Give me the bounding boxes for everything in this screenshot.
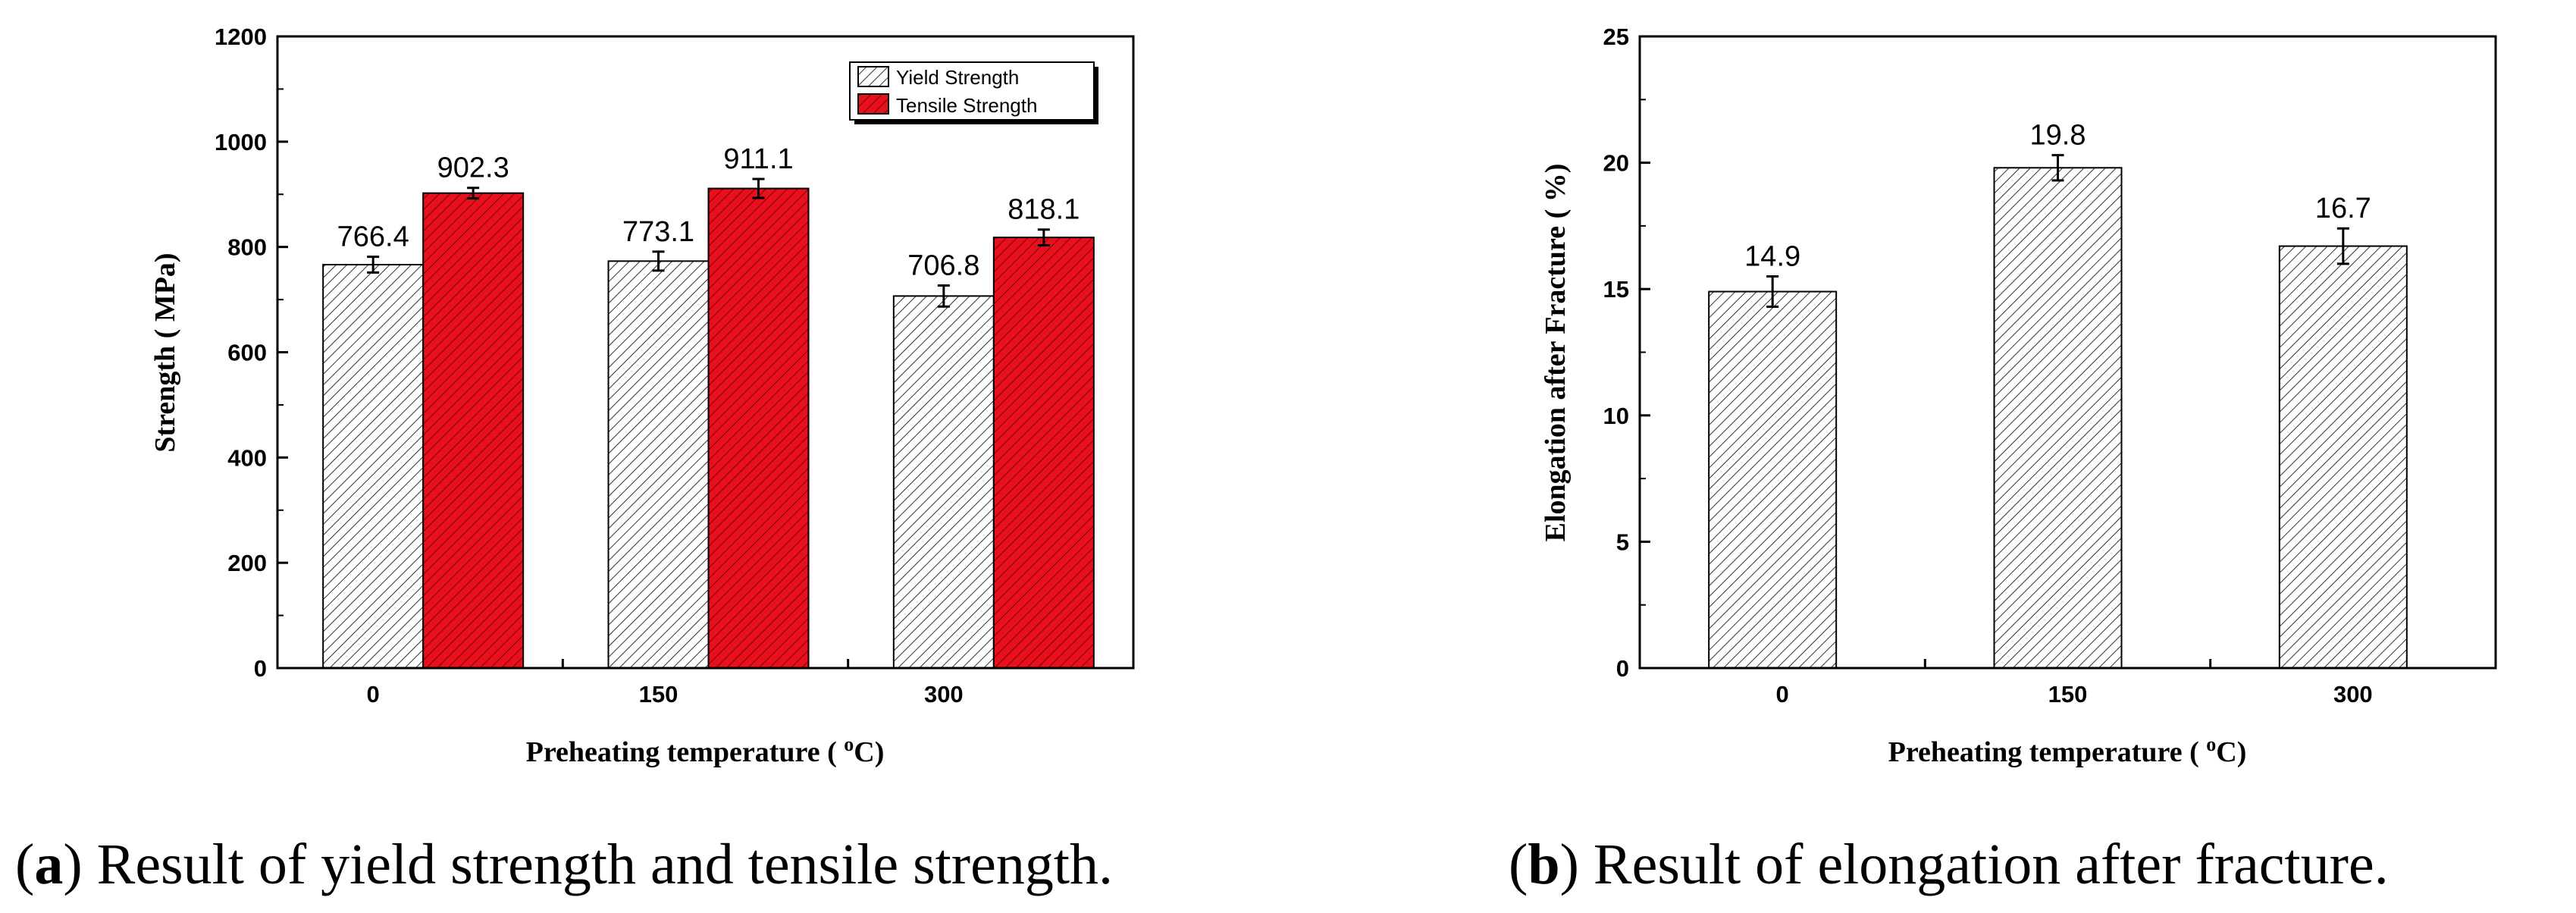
chart-a: 766.4 902.3 773.1 911.1 706.8 818.1 0 200 400 60… <box>149 24 1135 768</box>
x-tick-label: 0 <box>1776 681 1789 707</box>
x-tick-label: 300 <box>2333 681 2373 707</box>
caption-b-letter: b <box>1528 833 1559 896</box>
chart-b-x-axis-label: Preheating temperature ( oC) <box>1888 733 2247 768</box>
y-tick-label: 20 <box>1603 150 1629 177</box>
x-tick-label: 150 <box>2048 681 2088 707</box>
bar <box>607 260 710 670</box>
chart-a-marks: 766.4 902.3 773.1 911.1 706.8 818.1 <box>322 143 1095 670</box>
chart-a-x-axis-label: Preheating temperature ( oC) <box>526 733 885 768</box>
caption-a-letter: a <box>34 833 63 896</box>
y-tick-label: 0 <box>254 655 267 682</box>
y-tick-label: 400 <box>227 444 267 471</box>
data-label: 14.9 <box>1744 241 1800 273</box>
bar <box>422 192 525 669</box>
x-tick-label: 300 <box>924 681 964 707</box>
legend-box <box>849 61 1095 121</box>
bar <box>992 237 1095 670</box>
chart-b-axes: 0 5 10 15 20 25 0 150 300 <box>1603 24 2373 707</box>
y-tick-label: 1000 <box>215 129 267 155</box>
bar <box>1708 290 1838 669</box>
data-label: 706.8 <box>907 249 979 281</box>
legend-swatch-tensile <box>857 93 889 115</box>
y-tick-label: 1200 <box>215 24 267 50</box>
data-label: 16.7 <box>2315 193 2371 224</box>
bar <box>707 187 810 670</box>
caption-a: (a) Result of yield strength and tensile… <box>15 833 1113 896</box>
caption-b: (b) Result of elongation after fracture. <box>1509 833 2389 896</box>
chart-a-axes: 0 200 400 600 800 1000 1200 0 150 300 <box>215 24 964 707</box>
chart-b: 14.9 19.8 16.7 0 5 10 15 20 25 0 150 300 Preheatin… <box>1540 24 2497 768</box>
y-tick-label: 25 <box>1603 24 1629 50</box>
data-label: 19.8 <box>2030 120 2086 152</box>
bar <box>892 295 995 669</box>
legend-swatch-yield <box>857 66 889 87</box>
chart-b-marks: 14.9 19.8 16.7 <box>1708 120 2408 670</box>
chart-b-y-axis-label: Elongation after Fracture ( %) <box>1540 164 1572 542</box>
x-tick-label: 150 <box>639 681 678 707</box>
y-tick-label: 200 <box>227 550 267 576</box>
y-tick-label: 10 <box>1603 403 1629 429</box>
caption-a-text: Result of yield strength and tensile str… <box>97 833 1113 896</box>
bar <box>2278 245 2408 669</box>
data-label: 773.1 <box>622 216 694 248</box>
bar <box>1993 167 2123 670</box>
y-tick-label: 600 <box>227 340 267 366</box>
data-label: 818.1 <box>1008 194 1080 226</box>
x-tick-label: 0 <box>367 681 380 707</box>
bar <box>322 263 425 669</box>
legend-label-tensile: Tensile Strength <box>896 94 1037 117</box>
data-label: 911.1 <box>723 143 793 175</box>
chart-a-y-axis-label: Strength ( MPa) <box>149 253 181 452</box>
caption-b-text: Result of elongation after fracture. <box>1594 833 2389 896</box>
y-tick-label: 800 <box>227 234 267 261</box>
data-label: 902.3 <box>437 152 509 184</box>
y-tick-label: 0 <box>1616 655 1629 682</box>
y-tick-label: 15 <box>1603 276 1629 303</box>
data-label: 766.4 <box>337 221 409 253</box>
chart-a-legend: Yield Strength Tensile Strength <box>849 61 1098 124</box>
legend-label-yield: Yield Strength <box>896 66 1019 89</box>
y-tick-label: 5 <box>1616 529 1629 555</box>
